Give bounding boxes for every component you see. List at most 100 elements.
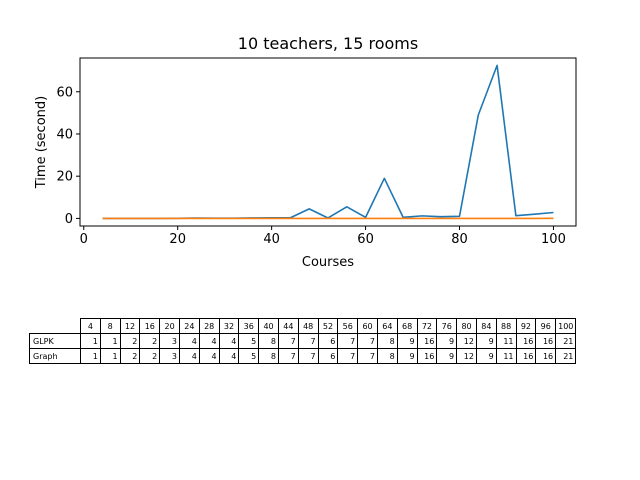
table-column-header: 4 [80, 318, 101, 334]
table-cell: 9 [436, 333, 458, 349]
table-column-header: 92 [515, 318, 537, 334]
table-column-header: 12 [119, 318, 141, 334]
table-cell: 7 [297, 348, 319, 364]
data-table: 4 8 12 16 20 24 28 32 36 40 44 48 52 56 60 64 68 72 76 80 84… [29, 318, 577, 364]
table-row-label: Graph [29, 348, 81, 364]
table-cell: 7 [357, 333, 378, 349]
table-cell: 6 [317, 348, 339, 364]
table-cell: 9 [436, 348, 458, 364]
table-row-label: GLPK [29, 333, 81, 349]
table-column-header: 16 [139, 318, 161, 334]
table-cell: 6 [317, 333, 339, 349]
y-tick-label: 0 [65, 212, 73, 227]
table-column-header: 88 [495, 318, 517, 334]
table-cell: 7 [337, 333, 359, 349]
table-cell: 1 [80, 348, 101, 364]
x-tick-label: 80 [451, 232, 468, 247]
table-cell: 16 [535, 333, 557, 349]
table-cell: 9 [475, 333, 497, 349]
table-cell: 9 [396, 348, 418, 364]
table-cell: 4 [178, 348, 200, 364]
table-column-header: 44 [277, 318, 299, 334]
table-cell: 21 [555, 333, 577, 349]
table-cell: 5 [238, 333, 260, 349]
table-cell: 8 [376, 348, 398, 364]
x-tick-label: 40 [263, 232, 280, 247]
table-column-header: 8 [99, 318, 121, 334]
table-cell: 7 [297, 333, 319, 349]
table-column-header: 76 [436, 318, 458, 334]
table-header-row: 4 8 12 16 20 24 28 32 36 40 44 48 52 56 60 64 68 72 76 80 84… [30, 318, 577, 334]
table-cell: 12 [456, 348, 477, 364]
x-tick-label: 60 [357, 232, 374, 247]
table-cell: 7 [337, 348, 359, 364]
table-cell: 2 [139, 348, 161, 364]
table-cell: 11 [495, 348, 517, 364]
table-column-header: 64 [376, 318, 398, 334]
table-cell: 8 [258, 333, 279, 349]
table-cell: 4 [218, 348, 240, 364]
table-column-header: 100 [555, 318, 577, 334]
table-column-header: 28 [198, 318, 220, 334]
series-line-1 [102, 64, 554, 220]
table-cell: 9 [475, 348, 497, 364]
x-tick-label: 100 [541, 232, 566, 247]
table-column-header: 96 [535, 318, 557, 334]
table-cell: 7 [277, 348, 299, 364]
table-column-header: 20 [159, 318, 180, 334]
y-tick-label: 20 [56, 170, 73, 185]
table-cell: 7 [277, 333, 299, 349]
chart-title: 10 teachers, 15 rooms [238, 34, 418, 53]
series-group [102, 64, 554, 220]
line-chart: 10 teachers, 15 rooms 0 20 40 60 80 100 0 20 40… [34, 34, 577, 270]
table-cell: 4 [198, 333, 220, 349]
table-column-header: 56 [337, 318, 359, 334]
table-cell: 1 [99, 348, 121, 364]
table-column-header: 84 [475, 318, 497, 334]
x-axis: 0 20 40 60 80 100 [80, 226, 566, 247]
table-column-header: 72 [416, 318, 438, 334]
x-axis-label: Courses [302, 255, 354, 270]
table-cell: 8 [376, 333, 398, 349]
table-cell: 16 [515, 333, 537, 349]
table-cell: 4 [218, 333, 240, 349]
table-cell: 1 [80, 333, 101, 349]
table-cell: 16 [416, 333, 438, 349]
table-column-header: 60 [357, 318, 378, 334]
table-cell: 7 [357, 348, 378, 364]
table-row: Graph 1 1 2 2 3 4 4 4 5 8 7 7 6 7 7 8 9 16 9 12 9 11 16 16 21 [29, 348, 577, 364]
table-corner [30, 319, 81, 334]
table-cell: 3 [159, 348, 180, 364]
x-tick-label: 0 [80, 232, 88, 247]
table-cell: 2 [119, 348, 141, 364]
table-row: GLPK 1 1 2 2 3 4 4 4 5 8 7 7 6 7 7 8 9 16 9 12 9 11 16 16 21 [29, 333, 577, 349]
table-column-header: 68 [396, 318, 418, 334]
table-cell: 9 [396, 333, 418, 349]
table-cell: 8 [258, 348, 279, 364]
table-column-header: 36 [238, 318, 260, 334]
table-cell: 5 [238, 348, 260, 364]
table-column-header: 48 [297, 318, 319, 334]
table-column-header: 80 [456, 318, 477, 334]
table-cell: 2 [119, 333, 141, 349]
table-cell: 11 [495, 333, 517, 349]
plot-area [79, 57, 577, 227]
table-cell: 4 [178, 333, 200, 349]
table-column-header: 40 [258, 318, 279, 334]
y-axis: 0 20 40 60 [56, 85, 80, 227]
table-cell: 16 [515, 348, 537, 364]
table-column-header: 52 [317, 318, 339, 334]
table-cell: 21 [555, 348, 577, 364]
table-column-header: 24 [178, 318, 200, 334]
table-cell: 16 [416, 348, 438, 364]
table-cell: 4 [198, 348, 220, 364]
table-column-header: 32 [218, 318, 240, 334]
x-tick-label: 20 [169, 232, 186, 247]
y-tick-label: 40 [56, 127, 73, 142]
y-axis-label: Time (second) [34, 96, 49, 189]
table-cell: 2 [139, 333, 161, 349]
y-tick-label: 60 [56, 85, 73, 100]
table-cell: 16 [535, 348, 557, 364]
table-cell: 1 [99, 333, 121, 349]
table-cell: 3 [159, 333, 180, 349]
